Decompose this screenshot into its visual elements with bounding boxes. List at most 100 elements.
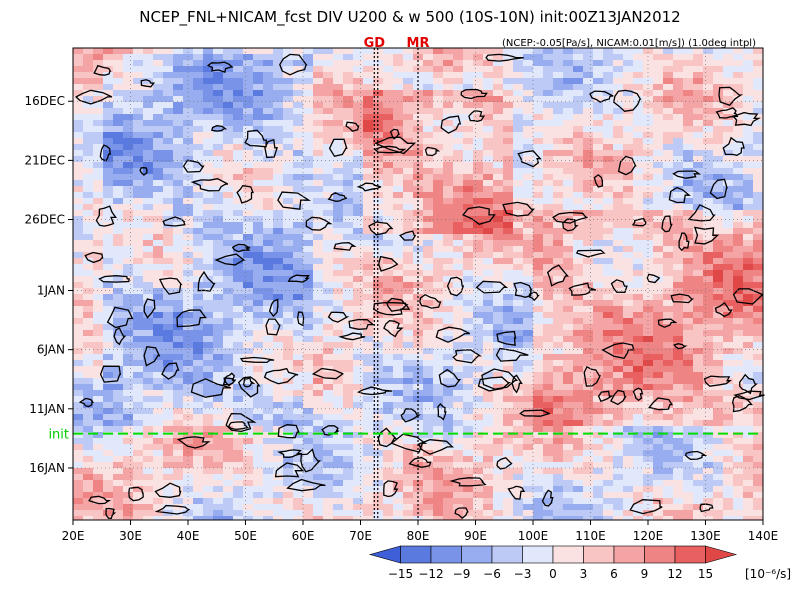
field-cell xyxy=(83,132,93,138)
field-cell xyxy=(233,462,243,468)
field-cell xyxy=(183,168,193,174)
field-cell xyxy=(563,300,573,306)
field-cell xyxy=(163,462,173,468)
field-cell xyxy=(123,234,133,240)
field-cell xyxy=(293,144,303,150)
field-cell xyxy=(683,474,693,480)
field-cell xyxy=(503,306,513,312)
field-cell xyxy=(123,396,133,402)
field-cell xyxy=(693,414,703,420)
field-cell xyxy=(553,228,563,234)
field-cell xyxy=(593,396,603,402)
field-cell xyxy=(473,336,483,342)
field-cell xyxy=(453,474,463,480)
field-cell xyxy=(133,264,143,270)
field-cell xyxy=(193,276,203,282)
field-cell xyxy=(613,276,623,282)
field-cell xyxy=(413,84,423,90)
field-cell xyxy=(423,192,433,198)
field-cell xyxy=(83,210,93,216)
field-cell xyxy=(93,324,103,330)
field-cell xyxy=(503,372,513,378)
field-cell xyxy=(373,276,383,282)
field-cell xyxy=(93,264,103,270)
field-cell xyxy=(753,420,763,426)
field-cell xyxy=(313,120,323,126)
field-cell xyxy=(213,282,223,288)
field-cell xyxy=(683,150,693,156)
field-cell xyxy=(113,114,123,120)
field-cell xyxy=(613,384,623,390)
field-cell xyxy=(453,300,463,306)
field-cell xyxy=(653,48,663,54)
field-cell xyxy=(753,54,763,60)
field-cell xyxy=(293,120,303,126)
field-cell xyxy=(403,72,413,78)
field-cell xyxy=(583,198,593,204)
field-cell xyxy=(243,264,253,270)
field-cell xyxy=(223,438,233,444)
field-cell xyxy=(183,348,193,354)
field-cell xyxy=(553,288,563,294)
field-cell xyxy=(603,276,613,282)
field-cell xyxy=(633,414,643,420)
field-cell xyxy=(533,276,543,282)
field-cell xyxy=(363,270,373,276)
field-cell xyxy=(483,414,493,420)
field-cell xyxy=(363,402,373,408)
field-cell xyxy=(343,438,353,444)
field-cell xyxy=(443,234,453,240)
field-cell xyxy=(603,138,613,144)
field-cell xyxy=(583,408,593,414)
field-cell xyxy=(553,102,563,108)
field-cell xyxy=(483,438,493,444)
field-cell xyxy=(333,156,343,162)
field-cell xyxy=(533,192,543,198)
field-cell xyxy=(583,174,593,180)
field-cell xyxy=(213,294,223,300)
field-cell xyxy=(263,432,273,438)
field-cell xyxy=(503,246,513,252)
field-cell xyxy=(483,408,493,414)
field-cell xyxy=(543,318,553,324)
field-cell xyxy=(743,366,753,372)
field-cell xyxy=(353,150,363,156)
field-cell xyxy=(743,210,753,216)
field-cell xyxy=(123,474,133,480)
field-cell xyxy=(533,78,543,84)
field-cell xyxy=(233,246,243,252)
field-cell xyxy=(253,276,263,282)
field-cell xyxy=(443,132,453,138)
field-cell xyxy=(173,192,183,198)
field-cell xyxy=(433,72,443,78)
field-cell xyxy=(193,432,203,438)
field-cell xyxy=(343,210,353,216)
field-cell xyxy=(393,330,403,336)
field-cell xyxy=(693,366,703,372)
field-cell xyxy=(163,78,173,84)
field-cell xyxy=(233,420,243,426)
field-cell xyxy=(363,78,373,84)
field-cell xyxy=(423,150,433,156)
field-cell xyxy=(373,96,383,102)
field-cell xyxy=(203,102,213,108)
field-cell xyxy=(83,432,93,438)
field-cell xyxy=(583,258,593,264)
field-cell xyxy=(703,414,713,420)
field-cell xyxy=(383,114,393,120)
field-cell xyxy=(343,192,353,198)
field-cell xyxy=(393,144,403,150)
field-cell xyxy=(173,294,183,300)
field-cell xyxy=(613,114,623,120)
field-cell xyxy=(723,438,733,444)
field-cell xyxy=(473,270,483,276)
field-cell xyxy=(83,354,93,360)
field-cell xyxy=(133,462,143,468)
field-cell xyxy=(703,282,713,288)
field-cell xyxy=(293,96,303,102)
field-cell xyxy=(613,324,623,330)
field-cell xyxy=(183,96,193,102)
field-cell xyxy=(383,246,393,252)
field-cell xyxy=(203,300,213,306)
field-cell xyxy=(563,138,573,144)
